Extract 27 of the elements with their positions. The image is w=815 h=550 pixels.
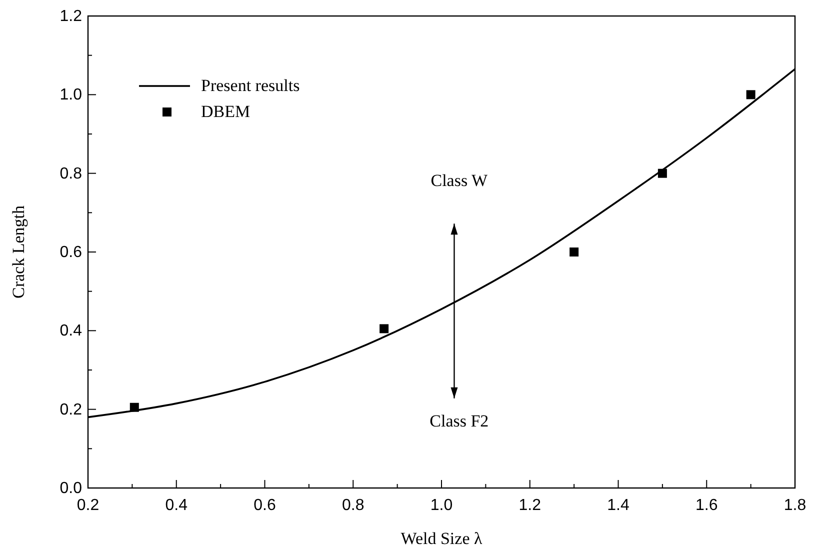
annotation: Class W — [430, 170, 489, 190]
y-axis-title: Crack Length — [9, 205, 28, 298]
point — [130, 402, 139, 412]
legend-label: DBEM — [201, 102, 250, 121]
x-tick-label: 1.4 — [607, 497, 630, 514]
point — [380, 324, 389, 334]
x-tick-label: 1.2 — [518, 497, 542, 514]
legend-label: Present results — [201, 76, 300, 95]
x-tick-label: 0.6 — [254, 497, 276, 514]
y-tick-label: 0.8 — [60, 165, 82, 182]
x-tick-label: 0.4 — [165, 497, 188, 514]
point — [658, 168, 667, 178]
y-tick-label: 0.2 — [60, 401, 82, 418]
point — [746, 90, 756, 100]
y-tick-label: 0.4 — [60, 322, 82, 340]
x-axis-title: Weld Size λ — [400, 529, 483, 548]
x-tick-label: 1.6 — [696, 497, 718, 514]
text: 0.0 — [60, 480, 82, 497]
y-tick-label: 1.2 — [60, 8, 82, 25]
x-tick-label: 0.2 — [76, 497, 100, 514]
x-tick-label: 0.8 — [342, 497, 364, 514]
y-tick-label: 0.6 — [60, 244, 82, 261]
annotation: Class F2 — [430, 412, 489, 431]
text: 1.0 — [430, 497, 453, 514]
x-tick-label: 1.8 — [784, 497, 806, 514]
text: 1.0 — [60, 86, 82, 104]
point — [570, 248, 579, 256]
